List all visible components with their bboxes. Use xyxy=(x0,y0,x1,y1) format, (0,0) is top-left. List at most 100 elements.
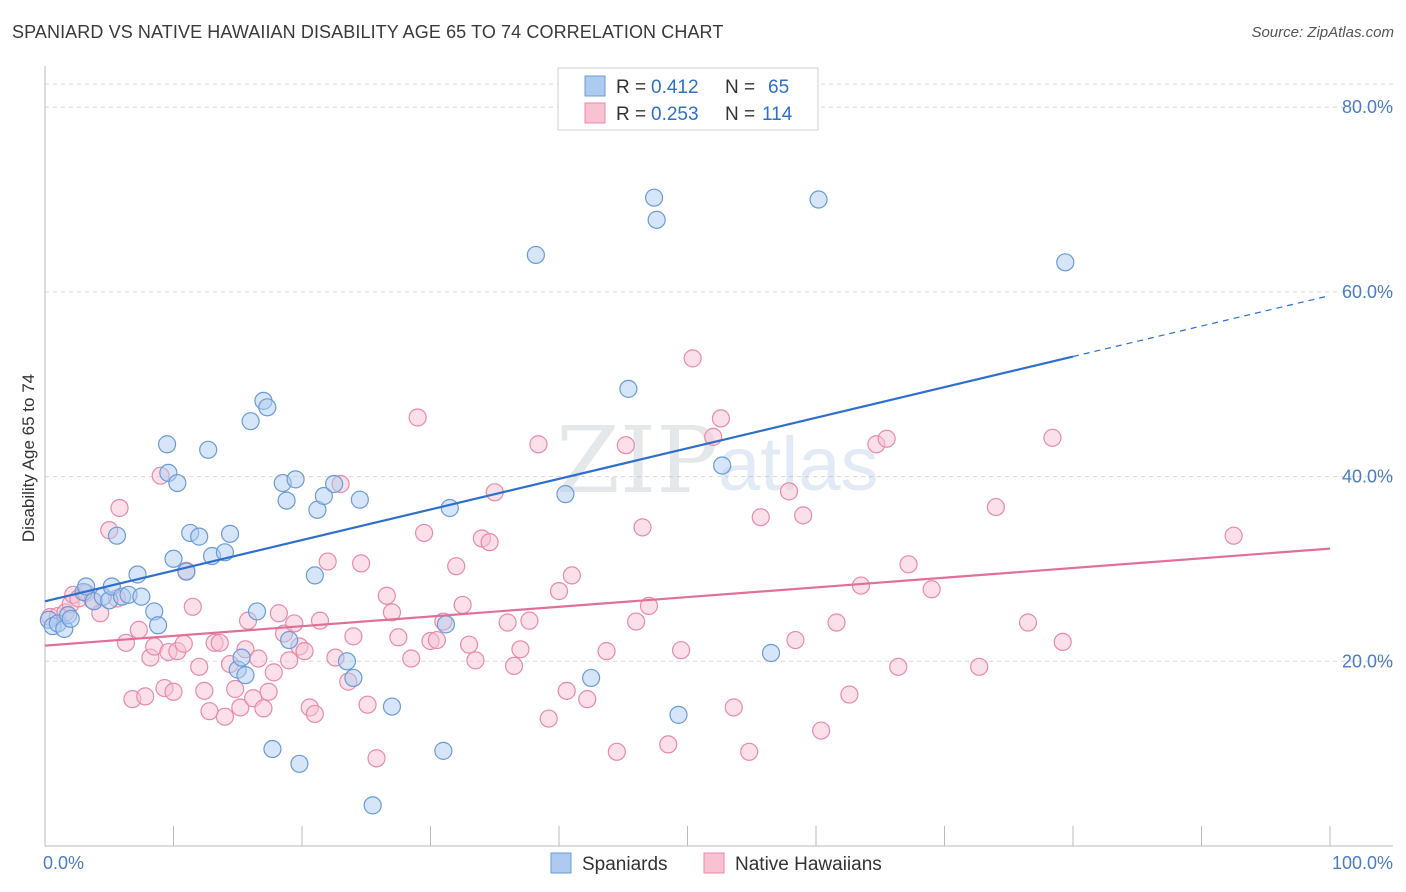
native-hawaiians-point xyxy=(659,735,678,754)
spaniards-point xyxy=(164,549,183,568)
spaniards-point xyxy=(669,705,688,724)
y-tick-label: 80.0% xyxy=(1342,97,1393,117)
native-hawaiians-point xyxy=(183,597,202,616)
bottom-legend-swatch-native-hawaiians xyxy=(703,852,725,874)
spaniards-point xyxy=(132,587,151,606)
native-hawaiians-point xyxy=(226,679,245,699)
spaniards-point xyxy=(241,412,260,431)
native-hawaiians-point xyxy=(352,554,371,573)
spaniards-point xyxy=(280,630,299,650)
native-hawaiians-point xyxy=(1224,526,1243,545)
native-hawaiians-point xyxy=(539,709,558,728)
native-hawaiians-point xyxy=(377,586,396,605)
spaniards-point xyxy=(325,474,344,494)
native-hawaiians-point xyxy=(259,682,278,701)
spaniards-point xyxy=(157,435,177,454)
y-tick-label: 40.0% xyxy=(1342,467,1393,487)
native-hawaiians-point xyxy=(305,704,324,724)
native-hawaiians-point xyxy=(136,687,155,706)
native-hawaiians-point xyxy=(899,555,918,574)
bottom-legend-label-spaniards: Spaniards xyxy=(582,854,668,875)
spaniards-point xyxy=(382,697,402,716)
correlation-legend: R = 0.412 N = 65 R = 0.253 N = 114 xyxy=(557,67,819,131)
spaniards-point xyxy=(761,643,781,663)
native-hawaiians-point xyxy=(285,614,304,633)
native-hawaiians-point xyxy=(408,408,427,427)
spaniards-point xyxy=(809,190,828,209)
native-hawaiians-point xyxy=(427,630,447,650)
native-hawaiians-point xyxy=(511,640,530,659)
spaniards-point xyxy=(1056,253,1075,272)
native-hawaiians-point xyxy=(794,506,813,525)
native-hawaiians-point xyxy=(498,613,517,632)
native-hawaiians-point xyxy=(671,641,691,660)
spaniards-point xyxy=(199,440,218,459)
native-hawaiians-point xyxy=(562,566,581,585)
native-hawaiians-point xyxy=(557,681,576,700)
native-hawaiians-point xyxy=(633,518,652,537)
native-hawaiians-trend-line xyxy=(44,547,1331,647)
native-hawaiians-point xyxy=(310,611,330,630)
native-hawaiians-point xyxy=(877,429,896,448)
native-hawaiians-point xyxy=(389,628,408,647)
spaniards-trend-extension xyxy=(1072,294,1331,358)
native-hawaiians-point xyxy=(616,436,635,455)
watermark-atlas: atlas xyxy=(718,422,879,507)
native-hawaiians-point xyxy=(529,435,548,454)
native-hawaiians-point xyxy=(504,656,524,676)
native-hawaiians-point xyxy=(174,634,193,653)
spaniards-point xyxy=(277,491,296,510)
native-hawaiians-point xyxy=(779,482,799,501)
native-hawaiians-point xyxy=(1043,428,1062,447)
native-hawaiians-point xyxy=(164,682,183,701)
series-legend: Spaniards Native Hawaiians xyxy=(550,852,882,875)
chart-title: SPANIARD VS NATIVE HAWAIIAN DISABILITY A… xyxy=(12,22,724,42)
native-hawaiians-point xyxy=(740,742,759,761)
spaniards-point xyxy=(440,498,459,518)
native-hawaiians-point xyxy=(269,604,288,623)
native-hawaiians-point xyxy=(751,508,770,527)
spaniards-point xyxy=(644,188,664,207)
legend-r-label-1: R = xyxy=(616,77,646,98)
spaniards-point xyxy=(290,754,309,773)
native-hawaiians-point xyxy=(639,596,659,615)
spaniards-point xyxy=(713,456,732,475)
native-hawaiians-point xyxy=(110,498,129,518)
native-hawaiians-point xyxy=(344,627,363,646)
spaniards-point xyxy=(556,485,575,504)
native-hawaiians-point xyxy=(597,642,616,661)
legend-n-value-1: 65 xyxy=(768,77,789,98)
native-hawaiians-point xyxy=(264,663,283,682)
axes xyxy=(44,66,1393,847)
native-hawaiians-point xyxy=(520,611,539,630)
legend-r-value-1: 0.412 xyxy=(651,77,699,98)
native-hawaiians-point xyxy=(358,695,377,714)
spaniards-point xyxy=(363,796,382,815)
native-hawaiians-point xyxy=(578,690,597,709)
spaniards-point xyxy=(220,524,240,543)
native-hawaiians-point xyxy=(786,630,805,650)
y-tick-label: 20.0% xyxy=(1342,651,1393,671)
spaniards-point xyxy=(61,609,80,628)
native-hawaiians-point xyxy=(549,582,569,601)
native-hawaiians-point xyxy=(480,533,499,552)
spaniards-point xyxy=(619,379,638,398)
spaniards-point xyxy=(344,668,363,688)
spaniards-points xyxy=(39,188,1075,815)
legend-n-value-2: 114 xyxy=(762,104,793,125)
native-hawaiians-point xyxy=(402,649,421,668)
spaniards-point xyxy=(258,398,277,417)
legend-r-label-2: R = xyxy=(616,104,646,125)
bottom-legend-label-native-hawaiians: Native Hawaiians xyxy=(735,854,882,875)
native-hawaiians-point xyxy=(683,349,702,368)
native-hawaiians-point xyxy=(280,651,299,670)
spaniards-point xyxy=(337,652,357,671)
y-axis-title: Disability Age 65 to 74 xyxy=(19,374,38,542)
y-tick-label: 60.0% xyxy=(1342,282,1393,302)
spaniards-point xyxy=(526,245,545,265)
spaniards-point xyxy=(232,648,251,667)
legend-swatch-spaniards xyxy=(584,75,606,97)
spaniards-point xyxy=(168,473,187,493)
source-label: Source: ZipAtlas.com xyxy=(1251,24,1394,41)
